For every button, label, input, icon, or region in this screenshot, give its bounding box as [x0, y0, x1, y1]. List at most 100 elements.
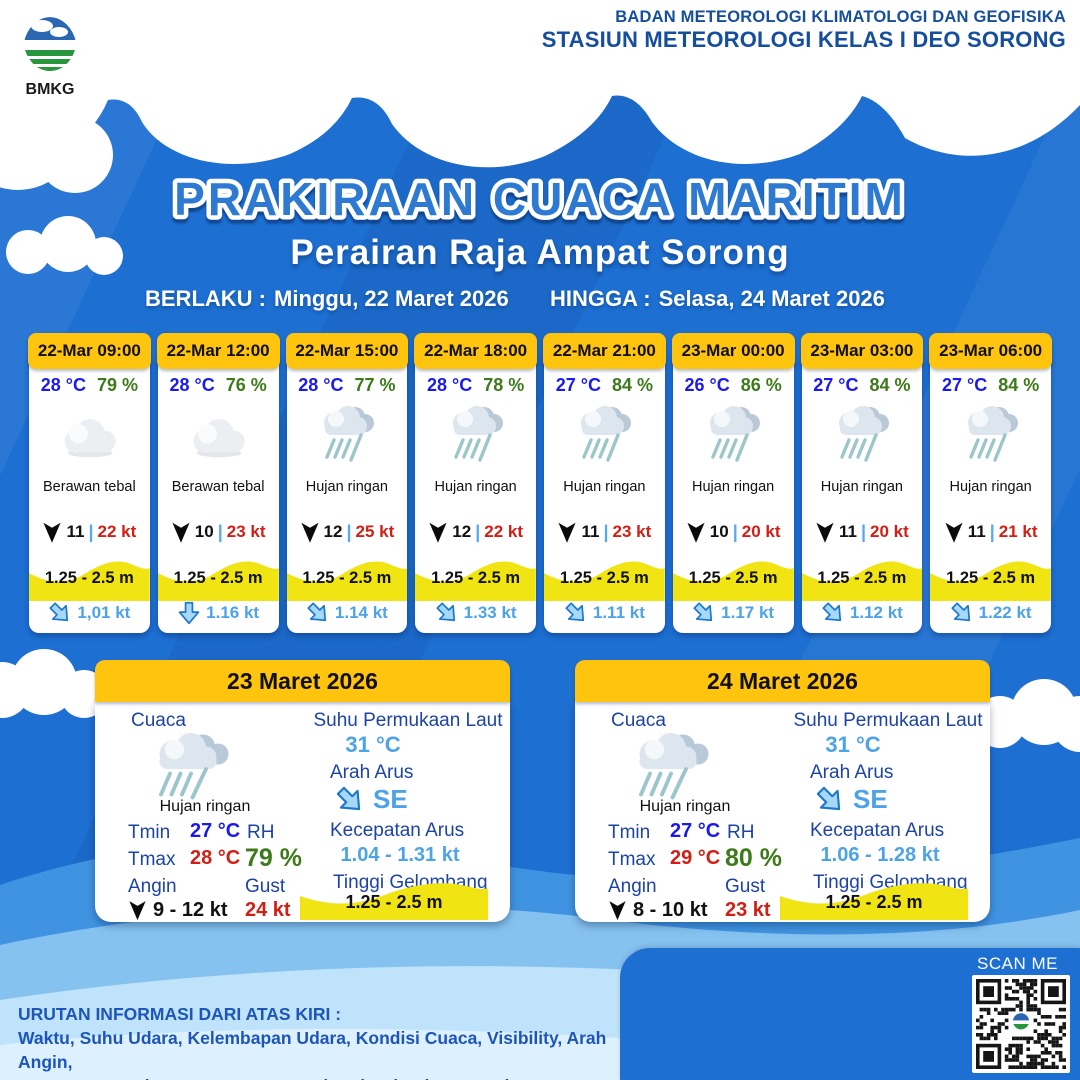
weather-icon: [287, 397, 408, 475]
air-temperature: 26 °C: [684, 375, 730, 395]
current-speed: 1.14 kt: [334, 603, 388, 622]
current-row: 1.22 kt: [930, 601, 1051, 625]
current-direction-row: SE: [815, 784, 888, 815]
wind-range-value: 8 - 10 kt: [633, 898, 708, 921]
footer-legend-title: URUTAN INFORMASI DARI ATAS KIRI :: [18, 1004, 342, 1024]
wind-divider: |: [603, 521, 609, 542]
rh-label: RH: [727, 822, 755, 843]
wind-gust: 25 kt: [355, 522, 395, 541]
current-speed: 1,01 kt: [77, 603, 131, 622]
wind-gust: 20 kt: [741, 522, 781, 541]
valid-to-label: HINGGA :: [550, 286, 651, 311]
hourly-forecast-card: 28 °C 76 % Berawan tebal: [156, 333, 280, 633]
wave-height: 1.25 - 2.5 m: [431, 569, 521, 587]
hourly-card-body: 28 °C 76 % Berawan tebal: [157, 351, 279, 633]
wind-gust: 23 kt: [612, 522, 652, 541]
wave-height: 1.25 - 2.5 m: [688, 569, 778, 587]
current-row: 1.11 kt: [544, 601, 665, 625]
tmax-label: Tmax: [608, 849, 656, 870]
current-row: 1.17 kt: [673, 601, 794, 625]
weather-icon: [930, 397, 1051, 475]
weather-description: Hujan ringan: [305, 479, 388, 495]
wave-band: [780, 883, 968, 920]
daily-card-body: Cuaca Hujan ringan Tmin 27 °C Tmax 29 °C…: [575, 702, 990, 922]
cloud-icon: [193, 419, 245, 458]
current-speed: 1.33 kt: [463, 603, 517, 622]
footer-legend-line2: Waktu, Suhu Udara, Kelembapan Udara, Kon…: [18, 1028, 607, 1072]
wave-height: 1.25 - 2.5 m: [559, 569, 649, 587]
hourly-card-body: 28 °C 78 %: [415, 351, 536, 633]
current-row: 1,01 kt: [29, 601, 150, 625]
current-direction-label: Arah Arus: [810, 762, 894, 783]
scan-panel: SCAN ME: [620, 948, 1080, 1080]
wind-speed: 12: [323, 522, 343, 541]
current-direction-icon: [178, 601, 200, 625]
wind-row: 10 | 20 kt: [673, 519, 794, 545]
wind-range-value: 9 - 12 kt: [153, 898, 228, 921]
bmkg-logo: BMKG: [23, 10, 77, 98]
forecast-time: 23-Mar 00:00: [671, 333, 795, 369]
header-band: [0, 0, 1080, 62]
tmin-label: Tmin: [608, 822, 651, 843]
wind-speed: 10: [709, 522, 729, 541]
current-direction-icon: [565, 602, 585, 622]
weather-icon: [415, 397, 536, 475]
wind-speed: 11: [581, 522, 600, 541]
decorative-clouds: [0, 66, 1080, 752]
weather-description: Hujan ringan: [639, 798, 731, 815]
wind-row: 11 | 21 kt: [930, 519, 1051, 545]
wind-gust: 23 kt: [226, 522, 266, 541]
wind-label: Angin: [128, 876, 177, 897]
current-speed: 1.16 kt: [206, 603, 260, 622]
air-temperature: 28 °C: [298, 375, 344, 395]
wave-band: [300, 883, 488, 920]
forecast-time: 22-Mar 15:00: [285, 333, 409, 369]
current-speed-label: Kecepatan Arus: [330, 820, 465, 841]
air-temperature: 28 °C: [169, 375, 215, 395]
wind-row: 11 | 23 kt: [544, 519, 665, 545]
footer-legend-line3: Kecepatan Angin, Kecepatan Gust, Tinggi …: [18, 1074, 658, 1080]
wave-band: [286, 561, 408, 601]
wind-row: 12 | 25 kt: [287, 519, 408, 545]
wave-height: 1.25 - 2.5 m: [302, 569, 392, 587]
current-direction-icon: [307, 602, 327, 622]
valid-from-label: BERLAKU :: [145, 286, 266, 311]
header-wave-edge: [0, 60, 1080, 168]
wind-range: 9 - 12 kt: [128, 898, 227, 922]
agency-header: BADAN METEOROLOGI KLIMATOLOGI DAN GEOFIS…: [542, 8, 1066, 53]
hourly-forecast-card: 26 °C 86 %: [671, 333, 795, 633]
agency-name: BADAN METEOROLOGI KLIMATOLOGI DAN GEOFIS…: [615, 8, 1066, 26]
gust-label: Gust: [245, 876, 286, 897]
forecast-time: 22-Mar 18:00: [414, 333, 537, 369]
humidity: 78 %: [483, 375, 525, 395]
wind-gust: 22 kt: [484, 522, 523, 541]
tmax-label: Tmax: [128, 849, 176, 870]
tmin-value: 27 °C: [670, 820, 721, 842]
sea-surface-temp-value: 31 °C: [825, 732, 881, 757]
weather-description: Hujan ringan: [692, 479, 775, 495]
weather-icon: [544, 397, 665, 475]
hourly-forecast-card: 28 °C 79 % Berawan tebal: [28, 333, 151, 633]
hourly-forecast-card: 27 °C 84 %: [929, 333, 1052, 633]
wind-direction-icon: [609, 901, 626, 921]
svg-text:BMKG: BMKG: [26, 81, 75, 98]
forecast-time: 23-Mar 06:00: [929, 333, 1052, 369]
rain-cloud-icon: [452, 406, 503, 462]
hourly-forecast-card: 28 °C 78 %: [414, 333, 537, 633]
current-speed: 1.12 kt: [849, 603, 903, 622]
valid-to: HINGGA : Selasa, 24 Maret 2026: [550, 286, 885, 312]
wind-divider: |: [860, 521, 867, 542]
wave-band: [672, 561, 794, 601]
forecast-time: 22-Mar 09:00: [28, 333, 151, 369]
current-speed: 1.17 kt: [721, 603, 775, 622]
current-row: 1.14 kt: [287, 601, 408, 625]
rain-cloud-icon: [838, 406, 889, 462]
rain-cloud-icon: [967, 406, 1018, 462]
weather-description: Berawan tebal: [43, 479, 136, 495]
forecast-time: 22-Mar 12:00: [156, 333, 280, 369]
current-row: 1.33 kt: [415, 601, 536, 625]
humidity: 86 %: [740, 375, 782, 395]
rain-cloud-icon: [159, 733, 229, 800]
weather-description: Hujan ringan: [434, 479, 517, 495]
